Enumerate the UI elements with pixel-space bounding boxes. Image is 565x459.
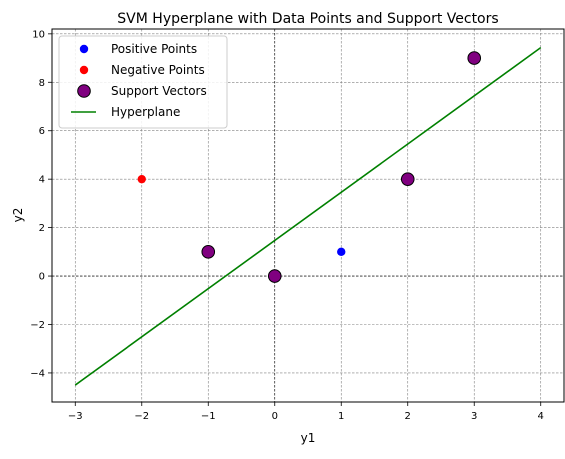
x-tick-label: 1 — [338, 411, 344, 422]
y-tick-label: 8 — [39, 78, 45, 89]
data-layer — [74, 47, 542, 386]
legend-marker — [79, 44, 89, 54]
y-tick-label: 2 — [39, 223, 45, 234]
legend-marker — [77, 84, 91, 98]
support-vector — [467, 51, 482, 65]
y-tick-label: 6 — [39, 126, 45, 137]
y-axis-label: y2 — [11, 208, 25, 223]
support-vector — [267, 269, 282, 283]
support-vector — [201, 245, 216, 259]
x-tick-label: 4 — [538, 411, 544, 422]
hyperplane-line — [74, 47, 542, 386]
x-tick-label: −2 — [134, 411, 149, 422]
y-tick-label: 4 — [39, 175, 45, 186]
legend: Positive Points Negative Points Support Ve… — [58, 35, 228, 129]
x-tick-label: 0 — [272, 411, 278, 422]
y-axis-ticks: −4 −2 0 2 4 6 8 10 — [30, 29, 52, 379]
support-vector — [400, 172, 415, 186]
legend-label: Positive Points — [111, 42, 197, 56]
legend-label: Negative Points — [111, 63, 205, 77]
y-tick-label: −4 — [30, 368, 45, 379]
legend-marker — [79, 65, 89, 75]
positive-point — [337, 247, 346, 257]
negative-point — [137, 174, 146, 184]
legend-label: Hyperplane — [111, 105, 180, 119]
plot-frame — [51, 28, 565, 403]
x-axis-label: y1 — [301, 431, 316, 445]
x-tick-label: 2 — [405, 411, 411, 422]
zero-axis-lines — [52, 29, 564, 402]
y-tick-label: 0 — [39, 272, 45, 283]
x-tick-label: −1 — [201, 411, 216, 422]
legend-box — [58, 35, 228, 129]
y-tick-label: 10 — [32, 29, 45, 40]
x-tick-label: −3 — [68, 411, 83, 422]
legend-label: Support Vectors — [111, 84, 207, 98]
x-tick-label: 3 — [471, 411, 477, 422]
x-axis-ticks: −3 −2 −1 0 1 2 3 4 — [68, 402, 544, 422]
chart-title: SVM Hyperplane with Data Points and Supp… — [117, 11, 498, 27]
y-tick-label: −2 — [30, 320, 45, 331]
